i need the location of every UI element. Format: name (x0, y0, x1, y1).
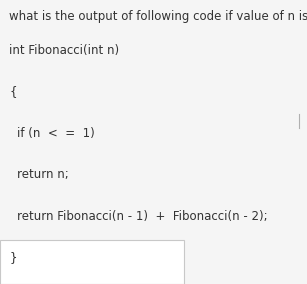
Text: }: } (9, 251, 17, 264)
Text: return Fibonacci(n - 1)  +  Fibonacci(n - 2);: return Fibonacci(n - 1) + Fibonacci(n - … (17, 210, 267, 223)
Text: return n;: return n; (17, 168, 69, 181)
Text: if (n  <  =  1): if (n < = 1) (17, 127, 95, 140)
Text: {: { (9, 85, 17, 99)
Text: what is the output of following code if value of n is 8 ?: what is the output of following code if … (9, 10, 307, 23)
Text: int Fibonacci(int n): int Fibonacci(int n) (9, 44, 119, 57)
Bar (0, 240, 184, 284)
